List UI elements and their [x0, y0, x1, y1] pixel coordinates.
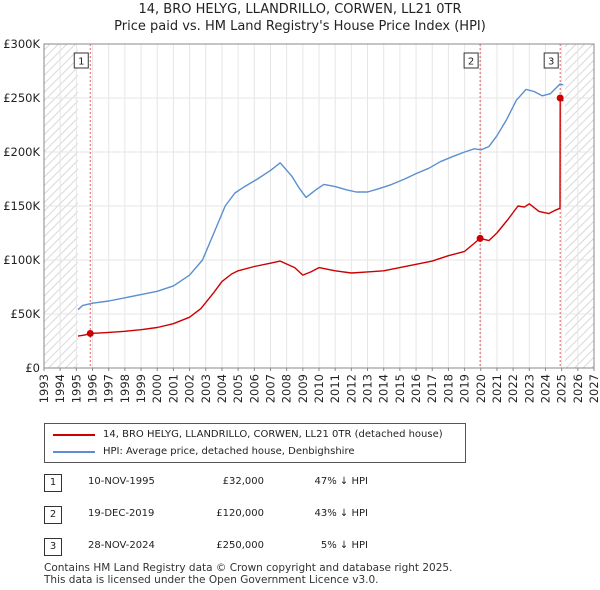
sale-number: 2 — [44, 506, 62, 524]
y-tick-label: £300K — [3, 37, 40, 51]
x-tick-label: 2008 — [280, 374, 294, 403]
event-label-box — [543, 52, 559, 69]
sale-row: 2 19-DEC-2019 £120,000 43% ↓ HPI — [44, 506, 384, 526]
x-tick-label: 2007 — [263, 374, 277, 403]
sale-price: £120,000 — [216, 508, 264, 519]
event-label: 1 — [78, 57, 84, 68]
footer-license: This data is licensed under the Open Gov… — [44, 574, 379, 586]
x-tick-label: 2002 — [183, 374, 197, 403]
legend-label: HPI: Average price, detached house, Denb… — [103, 446, 355, 457]
legend-swatch-red — [53, 433, 95, 436]
y-tick-label: £0 — [25, 361, 40, 375]
sale-price: £32,000 — [222, 476, 264, 487]
x-tick-label: 2004 — [215, 374, 229, 403]
sale-number: 1 — [44, 474, 62, 492]
y-tick-label: £250K — [3, 91, 40, 105]
sale-price: £250,000 — [216, 540, 264, 551]
x-tick-label: 2005 — [231, 374, 245, 403]
x-tick-label: 2026 — [571, 374, 585, 403]
sale-marker — [556, 94, 564, 102]
x-tick-label: 2003 — [199, 374, 213, 403]
x-tick-label: 2015 — [393, 374, 407, 403]
x-tick-label: 1999 — [134, 374, 148, 403]
chart-subtitle: Price paid vs. HM Land Registry's House … — [114, 19, 486, 34]
price-paid-line — [77, 97, 564, 337]
sale-marker — [476, 234, 484, 242]
footer: Contains HM Land Registry data © Crown c… — [44, 562, 452, 586]
sale-hpi-diff: 5% ↓ HPI — [320, 540, 368, 551]
x-tick-label: 2018 — [441, 374, 455, 403]
x-tick-label: 2013 — [361, 374, 375, 403]
legend: 14, BRO HELYG, LLANDRILLO, CORWEN, LL21 … — [44, 423, 466, 463]
sale-row: 1 10-NOV-1995 £32,000 47% ↓ HPI — [44, 474, 384, 494]
event-label-box — [73, 52, 89, 69]
x-tick-label: 2014 — [377, 374, 391, 403]
x-tick-label: 2021 — [490, 374, 504, 403]
footer-copyright: Contains HM Land Registry data © Crown c… — [44, 562, 453, 574]
sale-date: 28-NOV-2024 — [88, 540, 155, 551]
x-tick-label: 2024 — [538, 374, 552, 403]
y-tick-label: £50K — [11, 307, 41, 321]
x-tick-label: 2010 — [312, 374, 326, 403]
x-tick-label: 1998 — [118, 374, 132, 403]
x-tick-label: 1994 — [53, 374, 67, 403]
x-tick-label: 2027 — [587, 374, 600, 403]
sale-date: 10-NOV-1995 — [88, 476, 155, 487]
x-tick-label: 2016 — [409, 374, 423, 403]
x-tick-label: 2001 — [166, 374, 180, 403]
sale-date: 19-DEC-2019 — [88, 508, 155, 519]
x-tick-label: 1997 — [102, 374, 116, 403]
x-tick-label: 2011 — [328, 374, 342, 403]
x-tick-label: 2022 — [506, 374, 520, 403]
x-tick-label: 2012 — [344, 374, 358, 403]
hpi-line — [77, 83, 564, 311]
event-label: 2 — [468, 57, 474, 68]
sale-marker — [86, 329, 94, 337]
x-tick-label: 2023 — [522, 374, 536, 403]
sale-number: 3 — [44, 538, 62, 556]
sale-hpi-diff: 43% ↓ HPI — [314, 508, 368, 519]
x-tick-label: 2020 — [474, 374, 488, 403]
legend-item-price-paid: 14, BRO HELYG, LLANDRILLO, CORWEN, LL21 … — [53, 429, 443, 440]
x-tick-label: 1993 — [37, 374, 51, 403]
x-tick-label: 1995 — [69, 374, 83, 403]
chart-title: 14, BRO HELYG, LLANDRILLO, CORWEN, LL21 … — [138, 2, 462, 17]
legend-item-hpi: HPI: Average price, detached house, Denb… — [53, 446, 354, 457]
sale-hpi-diff: 47% ↓ HPI — [314, 476, 368, 487]
y-tick-label: £100K — [3, 253, 40, 267]
sale-row: 3 28-NOV-2024 £250,000 5% ↓ HPI — [44, 538, 384, 558]
x-tick-label: 2000 — [150, 374, 164, 403]
x-tick-label: 2006 — [247, 374, 261, 403]
x-tick-label: 2017 — [425, 374, 439, 403]
x-tick-label: 2019 — [458, 374, 472, 403]
x-tick-label: 2025 — [555, 374, 569, 403]
x-tick-label: 2009 — [296, 374, 310, 403]
legend-label: 14, BRO HELYG, LLANDRILLO, CORWEN, LL21 … — [103, 429, 443, 440]
event-label-box — [463, 52, 479, 69]
event-label: 3 — [548, 57, 554, 68]
y-tick-label: £200K — [3, 145, 40, 159]
y-tick-label: £150K — [3, 199, 40, 213]
x-tick-label: 1996 — [86, 374, 100, 403]
legend-swatch-blue — [53, 450, 95, 453]
